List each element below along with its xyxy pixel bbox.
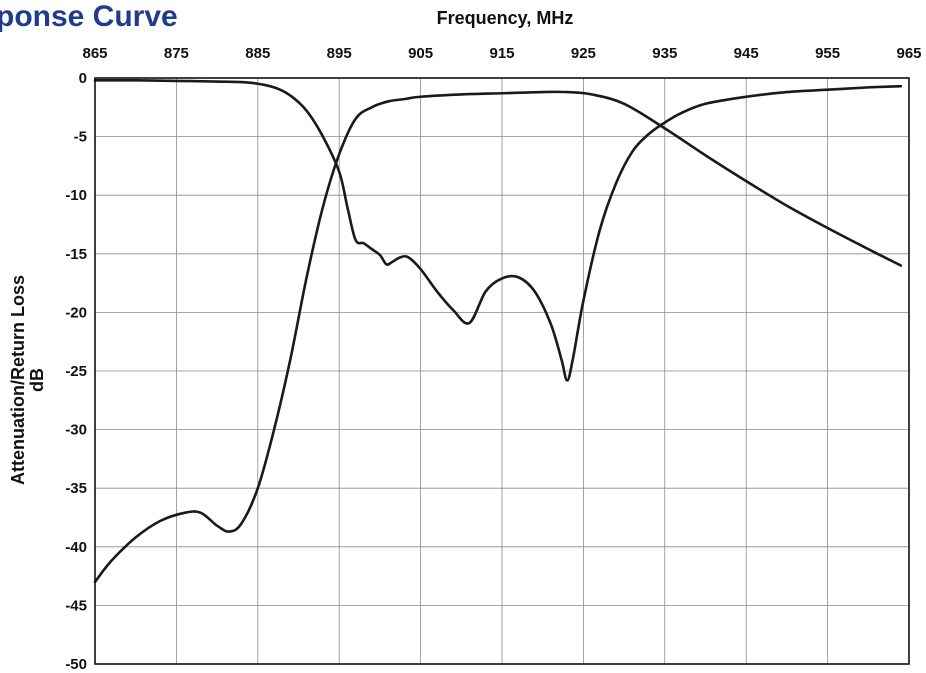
chart-title: ponse Curve bbox=[0, 0, 178, 33]
x-tick-label: 865 bbox=[82, 45, 107, 62]
x-tick-label: 915 bbox=[489, 45, 514, 62]
y-tick-label: -20 bbox=[65, 304, 87, 321]
series-line-1 bbox=[93, 90, 903, 584]
y-tick-labels: 0 -5 -10 -15 -20 -25 -30 -35 -40 -45 -50 bbox=[65, 70, 87, 673]
y-axis-unit: dB bbox=[27, 368, 47, 392]
x-tick-label: 935 bbox=[652, 45, 677, 62]
series-line-2 bbox=[93, 79, 903, 382]
y-tick-label: -30 bbox=[65, 422, 87, 439]
grid bbox=[94, 77, 910, 665]
y-tick-label: -50 bbox=[65, 656, 87, 673]
x-tick-label: 875 bbox=[164, 45, 189, 62]
y-axis-title: Attenuation/Return Loss bbox=[8, 275, 28, 485]
x-tick-label: 965 bbox=[896, 45, 921, 62]
y-tick-label: -40 bbox=[65, 539, 87, 556]
x-tick-label: 895 bbox=[327, 45, 352, 62]
plot-frame bbox=[94, 77, 910, 665]
y-tick-label: -45 bbox=[65, 597, 87, 614]
x-tick-label: 925 bbox=[571, 45, 596, 62]
x-axis-title: Frequency, MHz bbox=[437, 8, 574, 28]
x-tick-label: 885 bbox=[245, 45, 270, 62]
y-tick-label: -5 bbox=[74, 129, 87, 146]
x-tick-label: 905 bbox=[408, 45, 433, 62]
y-tick-label: -15 bbox=[65, 246, 87, 263]
y-tick-label: -35 bbox=[65, 480, 87, 497]
y-tick-label: -25 bbox=[65, 363, 87, 380]
x-tick-labels: 865 875 885 895 905 915 925 935 945 955 965 bbox=[82, 45, 921, 62]
series-lines bbox=[93, 79, 903, 584]
x-tick-label: 955 bbox=[815, 45, 840, 62]
x-tick-label: 945 bbox=[734, 45, 759, 62]
y-tick-label: -10 bbox=[65, 187, 87, 204]
y-tick-label: 0 bbox=[79, 70, 87, 87]
